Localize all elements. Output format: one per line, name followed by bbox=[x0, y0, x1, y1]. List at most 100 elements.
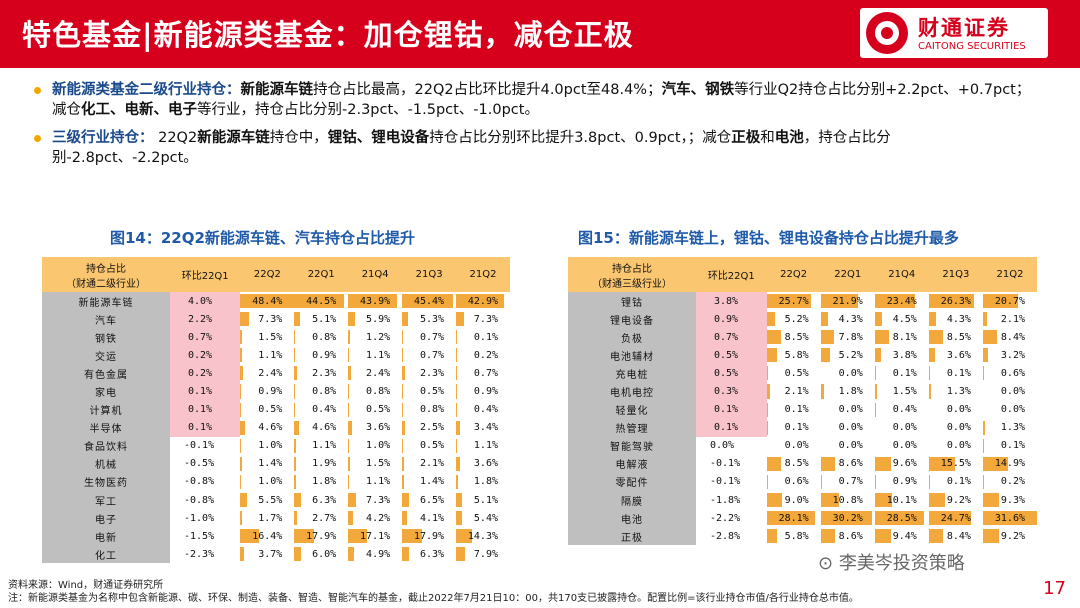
value-bar bbox=[456, 474, 459, 490]
value-bar bbox=[874, 330, 889, 345]
value-cell: 6.5% bbox=[402, 491, 456, 509]
value-text: 0.0% bbox=[838, 367, 863, 379]
value-text: 1.3% bbox=[946, 386, 971, 398]
value-text: 17.1% bbox=[360, 530, 391, 542]
value-cell: 1.1% bbox=[348, 346, 402, 364]
value-text: 7.8% bbox=[838, 331, 863, 343]
value-cell: 1.0% bbox=[240, 437, 294, 455]
value-text: 0.5% bbox=[419, 440, 445, 452]
value-text: 2.5% bbox=[419, 422, 445, 434]
value-bar bbox=[240, 348, 242, 363]
value-text: 1.8% bbox=[312, 476, 337, 488]
value-bar bbox=[240, 330, 243, 345]
value-bar bbox=[820, 493, 840, 508]
value-text: 6.3% bbox=[312, 494, 337, 506]
bullet-item: 新能源类基金二级行业持仓：新能源车链持仓占比最高，22Q2占比环比提升4.0pc… bbox=[32, 80, 1032, 120]
bullet-text: 持仓占比分别环比提升3.8pct、0.9pct，；减仓 bbox=[429, 130, 732, 146]
value-bar bbox=[820, 511, 873, 526]
row-name: 电解液 bbox=[568, 454, 696, 473]
column-header: 环比22Q1 bbox=[696, 257, 767, 292]
value-cell: 31.6% bbox=[982, 509, 1037, 527]
value-bar bbox=[766, 312, 776, 327]
value-text: 6.5% bbox=[419, 494, 445, 506]
value-cell: 1.0% bbox=[240, 473, 294, 491]
value-bar bbox=[402, 493, 410, 508]
value-text: 6.3% bbox=[419, 548, 445, 560]
value-cell: 1.1% bbox=[294, 437, 348, 455]
value-text: 0.0% bbox=[946, 422, 971, 434]
column-header: 22Q1 bbox=[820, 257, 875, 292]
bullet-bold: 汽车、钢铁 bbox=[661, 82, 735, 98]
value-text: 14.3% bbox=[467, 530, 498, 542]
value-cell: 0.5% bbox=[240, 401, 294, 419]
value-text: 44.5% bbox=[306, 295, 337, 307]
value-cell: 28.5% bbox=[874, 509, 929, 527]
value-bar bbox=[766, 366, 768, 381]
value-bar bbox=[294, 420, 300, 435]
value-cell: 0.2% bbox=[982, 473, 1037, 491]
value-bar bbox=[874, 294, 915, 309]
value-text: 8.6% bbox=[838, 530, 863, 542]
value-cell: 5.2% bbox=[820, 346, 875, 364]
table-row: 正极 -2.8% 5.8% 8.6% 9.4% 8.4% 9.2% bbox=[568, 527, 1037, 546]
value-text: 0.0% bbox=[892, 422, 917, 434]
value-text: 1.1% bbox=[258, 349, 283, 361]
value-text: 0.0% bbox=[838, 422, 863, 434]
value-text: 43.9% bbox=[360, 295, 391, 307]
value-bar bbox=[294, 474, 297, 490]
value-bar bbox=[874, 402, 876, 417]
value-cell: 2.4% bbox=[348, 364, 402, 382]
value-bar bbox=[820, 294, 859, 309]
value-cell: 3.2% bbox=[982, 346, 1037, 364]
table-row: 负极 0.7% 8.5% 7.8% 8.1% 8.5% 8.4% bbox=[568, 328, 1037, 347]
row-name: 充电桩 bbox=[568, 364, 696, 383]
row-name: 正极 bbox=[568, 527, 696, 546]
value-cell: 0.0% bbox=[983, 382, 1037, 400]
table-row: 锂钴 3.8% 25.7% 21.9% 23.4% 26.3% 20.7% bbox=[568, 292, 1037, 311]
row-name: 食品饮料 bbox=[42, 436, 170, 455]
value-bar bbox=[348, 420, 353, 435]
value-text: 0.2% bbox=[473, 349, 498, 361]
value-bar bbox=[240, 312, 249, 327]
value-bar bbox=[402, 294, 453, 309]
value-cell: 0.5% bbox=[348, 401, 402, 419]
value-cell: 6.0% bbox=[294, 545, 348, 563]
value-text: 3.6% bbox=[946, 349, 971, 361]
value-cell: 3.6% bbox=[928, 346, 983, 364]
value-bar bbox=[294, 493, 302, 508]
value-bar bbox=[402, 511, 407, 526]
value-text: 7.9% bbox=[473, 548, 498, 560]
value-text: 0.8% bbox=[312, 331, 337, 343]
value-text: 31.6% bbox=[994, 512, 1025, 524]
value-text: 9.2% bbox=[946, 494, 971, 506]
value-bar bbox=[402, 348, 403, 363]
value-cell: 5.8% bbox=[766, 346, 821, 364]
value-text: 0.1% bbox=[784, 404, 809, 416]
value-text: 0.0% bbox=[1000, 404, 1025, 416]
value-cell: 6.3% bbox=[402, 545, 456, 563]
value-cell: 0.2% bbox=[456, 346, 510, 364]
value-bar bbox=[456, 312, 465, 327]
value-bar bbox=[820, 348, 830, 363]
row-name: 锂钴 bbox=[568, 292, 696, 311]
source-text: 资料来源：Wind，财通证券研究所 bbox=[8, 580, 164, 591]
value-bar bbox=[982, 366, 984, 381]
value-cell: 4.6% bbox=[240, 419, 294, 437]
change-cell: 0.2% bbox=[170, 364, 241, 383]
column-header: 22Q2 bbox=[240, 257, 295, 292]
value-cell: 1.1% bbox=[348, 473, 402, 491]
value-bar bbox=[348, 474, 350, 490]
value-cell: 7.3% bbox=[456, 310, 510, 328]
row-name: 有色金属 bbox=[42, 364, 170, 383]
value-cell: 0.5% bbox=[402, 437, 456, 455]
row-name: 锂电设备 bbox=[568, 310, 696, 329]
value-bar bbox=[294, 529, 315, 544]
value-text: 0.1% bbox=[1000, 440, 1025, 452]
value-bar bbox=[348, 348, 350, 363]
source-note: 资料来源：Wind，财通证券研究所 注：新能源类基金为名称中包含新能源、碳、环保… bbox=[8, 579, 859, 605]
value-bar bbox=[348, 529, 368, 544]
value-text: 5.9% bbox=[366, 313, 391, 325]
value-cell: 0.0% bbox=[821, 419, 875, 437]
value-cell: 0.9% bbox=[294, 346, 348, 364]
change-cell: -2.3% bbox=[170, 545, 241, 564]
